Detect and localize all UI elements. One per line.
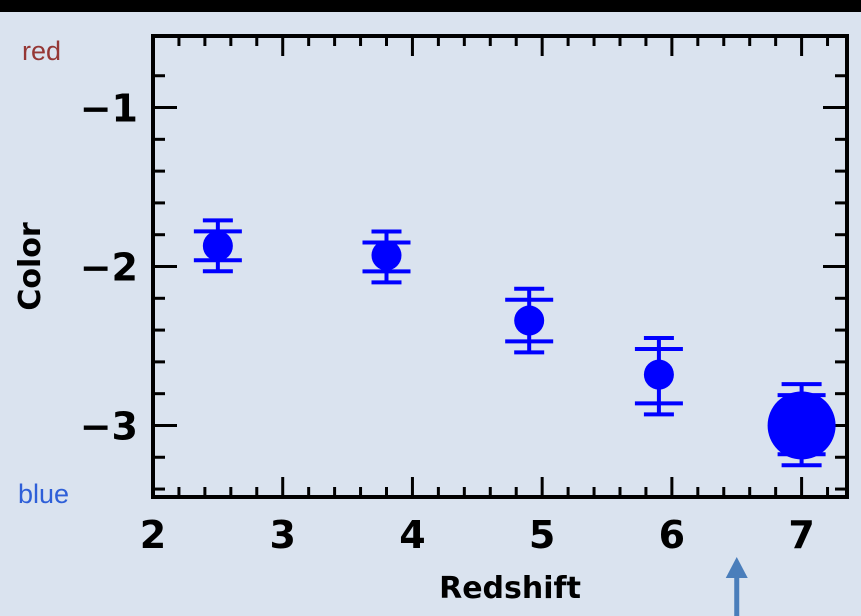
arrow-head bbox=[725, 557, 748, 578]
data-point-group bbox=[767, 382, 836, 468]
red-annotation: red bbox=[22, 36, 61, 66]
y-tick-label: −1 bbox=[80, 87, 138, 131]
data-point-group bbox=[362, 229, 411, 285]
data-point bbox=[202, 230, 233, 261]
x-tick-label: 5 bbox=[529, 513, 555, 557]
redshift-arrow bbox=[725, 557, 748, 616]
data-point-group bbox=[193, 218, 242, 274]
plot-frame bbox=[151, 34, 849, 499]
data-point bbox=[643, 359, 674, 390]
data-point bbox=[514, 305, 545, 336]
x-tick-label: 6 bbox=[659, 513, 685, 557]
tick-labels-layer: 2 3 4 5 6 7 −1 −2 −3 bbox=[80, 87, 815, 557]
data-point bbox=[767, 391, 836, 460]
y-tick-label: −3 bbox=[80, 404, 138, 448]
x-tick-label: 4 bbox=[399, 513, 425, 557]
x-tick-label: 7 bbox=[788, 513, 814, 557]
data-point-group bbox=[505, 286, 554, 355]
data-layer bbox=[193, 218, 836, 468]
tick-marks-layer bbox=[151, 36, 847, 497]
top-black-band bbox=[0, 0, 861, 12]
data-point-group bbox=[634, 336, 683, 417]
data-point bbox=[371, 240, 402, 271]
x-tick-label: 2 bbox=[140, 513, 166, 557]
x-tick-label: 3 bbox=[269, 513, 295, 557]
plot-frame-layer bbox=[151, 34, 849, 499]
blue-annotation: blue bbox=[18, 479, 69, 509]
y-tick-label: −2 bbox=[80, 246, 138, 290]
x-axis-title: Redshift bbox=[439, 571, 581, 606]
y-axis-title: Color bbox=[13, 222, 48, 311]
